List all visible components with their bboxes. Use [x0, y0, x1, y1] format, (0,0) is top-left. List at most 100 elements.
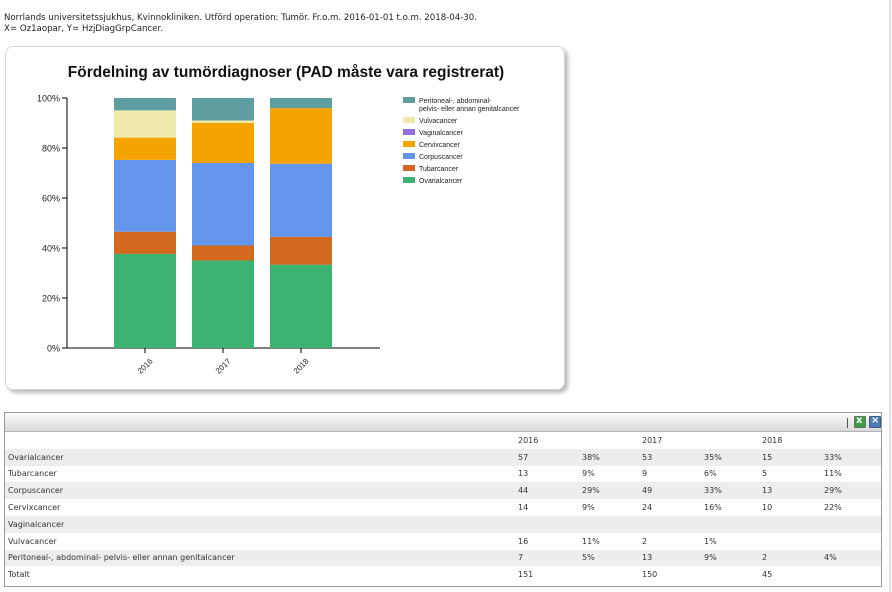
- legend-label: Cervixcancer: [419, 142, 461, 149]
- legend-label: Tubarcancer: [419, 166, 459, 173]
- table-cell: 16: [518, 536, 529, 546]
- bar-segment: [192, 260, 254, 348]
- row-label: Totalt: [8, 570, 30, 580]
- y-tick-label: 0%: [47, 344, 60, 354]
- header-cell: [579, 432, 639, 449]
- bar-segment: [192, 123, 254, 163]
- toolbar-separator: [847, 418, 848, 428]
- bar-segment: [114, 137, 176, 160]
- table-cell: [759, 515, 821, 533]
- x-tick-label: 2018: [292, 356, 311, 375]
- bar-segment: [114, 98, 176, 111]
- bar-segment: [270, 264, 332, 348]
- close-icon[interactable]: ×: [869, 415, 881, 428]
- bar-segment: [270, 163, 332, 237]
- table-cell: 24: [642, 503, 653, 513]
- x-tick-label: 2016: [136, 356, 155, 375]
- bar-segment: [192, 120, 254, 123]
- table-cell: 29%: [579, 482, 639, 500]
- y-tick-label: 60%: [42, 194, 60, 204]
- table-row: Vaginalcancer: [5, 515, 881, 533]
- legend-label: Corpuscancer: [419, 154, 463, 161]
- table-cell: [701, 566, 759, 583]
- table-cell: 13: [759, 482, 821, 500]
- table-cell: 38%: [579, 448, 639, 466]
- chart-panel: Fördelning av tumördiagnoser (PAD måste …: [5, 46, 565, 390]
- table-cell: 10: [762, 503, 773, 513]
- table-cell: [821, 533, 881, 550]
- table-cell: 14: [518, 503, 529, 513]
- table-cell: [759, 533, 821, 550]
- y-tick-label: 20%: [42, 294, 60, 304]
- bar-segment: [192, 98, 254, 121]
- table-cell: 49: [639, 482, 701, 500]
- report-header: Norrlands universitetssjukhus, Kvinnokli…: [4, 13, 477, 34]
- table-cell: 9%: [582, 469, 595, 479]
- table-cell: 22%: [824, 503, 842, 513]
- legend-swatch: [403, 177, 415, 183]
- table-cell: 150: [642, 570, 658, 580]
- legend-swatch: [403, 129, 415, 135]
- table-cell: 11%: [824, 469, 842, 479]
- table-row: Peritoneal-, abdominal- pelvis- eller an…: [5, 549, 881, 567]
- data-table-panel: x × 2016 2017 2018 Ovarialcancer 57 38% 53 35% 1…: [4, 412, 882, 587]
- table-cell: [639, 515, 701, 533]
- table-cell: 9%: [701, 549, 759, 567]
- excel-export-icon[interactable]: x: [854, 415, 866, 428]
- bar-segment: [114, 110, 176, 138]
- table-cell: 2: [642, 536, 648, 546]
- y-tick-label: 100%: [37, 94, 60, 104]
- year-header: 2018: [762, 435, 783, 445]
- header-cell: [5, 432, 515, 449]
- table-cell: 44: [515, 482, 579, 500]
- y-tick-label: 80%: [42, 144, 60, 154]
- row-label: Corpuscancer: [5, 482, 515, 500]
- table-cell: 9: [642, 469, 648, 479]
- table-cell: 5: [762, 469, 768, 479]
- legend-label: Vaginalcancer: [419, 130, 464, 137]
- table-header-row: 2016 2017 2018: [5, 432, 881, 449]
- table-cell: [579, 566, 639, 583]
- table-cell: [701, 515, 759, 533]
- bar-segment: [270, 108, 332, 164]
- table-cell: [579, 515, 639, 533]
- header-line-1: Norrlands universitetssjukhus, Kvinnokli…: [4, 13, 477, 23]
- row-label: Vaginalcancer: [5, 515, 515, 533]
- table-row: Cervixcancer 14 9% 24 16% 10 22%: [5, 499, 881, 516]
- table-cell: 53: [639, 448, 701, 466]
- table-cell: 13: [518, 469, 529, 479]
- table-cell: 2: [759, 549, 821, 567]
- table-cell: [821, 515, 881, 533]
- table-cell: 57: [515, 448, 579, 466]
- year-header: 2016: [518, 435, 539, 445]
- table-cell: 7: [515, 549, 579, 567]
- table-cell: [821, 566, 881, 583]
- table-row: Totalt 151 150 45: [5, 566, 881, 583]
- bar-segment: [114, 231, 176, 254]
- table-cell: 1%: [704, 536, 717, 546]
- table-cell: 15: [759, 448, 821, 466]
- table-cell: 4%: [821, 549, 881, 567]
- chart-title: Fördelning av tumördiagnoser (PAD måste …: [68, 64, 504, 81]
- legend-swatch: [403, 165, 415, 171]
- table-cell: 151: [518, 570, 534, 580]
- row-label: Tubarcancer: [8, 469, 57, 479]
- table-cell: 29%: [821, 482, 881, 500]
- table-toolbar: x ×: [5, 413, 881, 432]
- header-line-2: X= Oz1aopar, Y= HzjDiagGrpCancer.: [4, 23, 163, 34]
- stacked-bar-chart: Fördelning av tumördiagnoser (PAD måste …: [37, 64, 520, 376]
- bar-segment: [270, 236, 332, 265]
- legend-label: pelvis- eller annan genitalcancer: [419, 106, 520, 113]
- x-tick-label: 2017: [214, 356, 233, 375]
- header-cell: [821, 432, 881, 449]
- bar-segment: [192, 245, 254, 261]
- table-cell: 33%: [701, 482, 759, 500]
- legend-swatch: [403, 97, 415, 103]
- table-cell: 33%: [821, 448, 881, 466]
- bar-segment: [114, 159, 176, 232]
- legend-label: Ovarialcancer: [419, 178, 463, 185]
- table-cell: 35%: [701, 448, 759, 466]
- table-row: Vulvacancer 16 11% 2 1%: [5, 533, 881, 550]
- bar-segment: [192, 163, 254, 246]
- table-cell: 11%: [582, 536, 600, 546]
